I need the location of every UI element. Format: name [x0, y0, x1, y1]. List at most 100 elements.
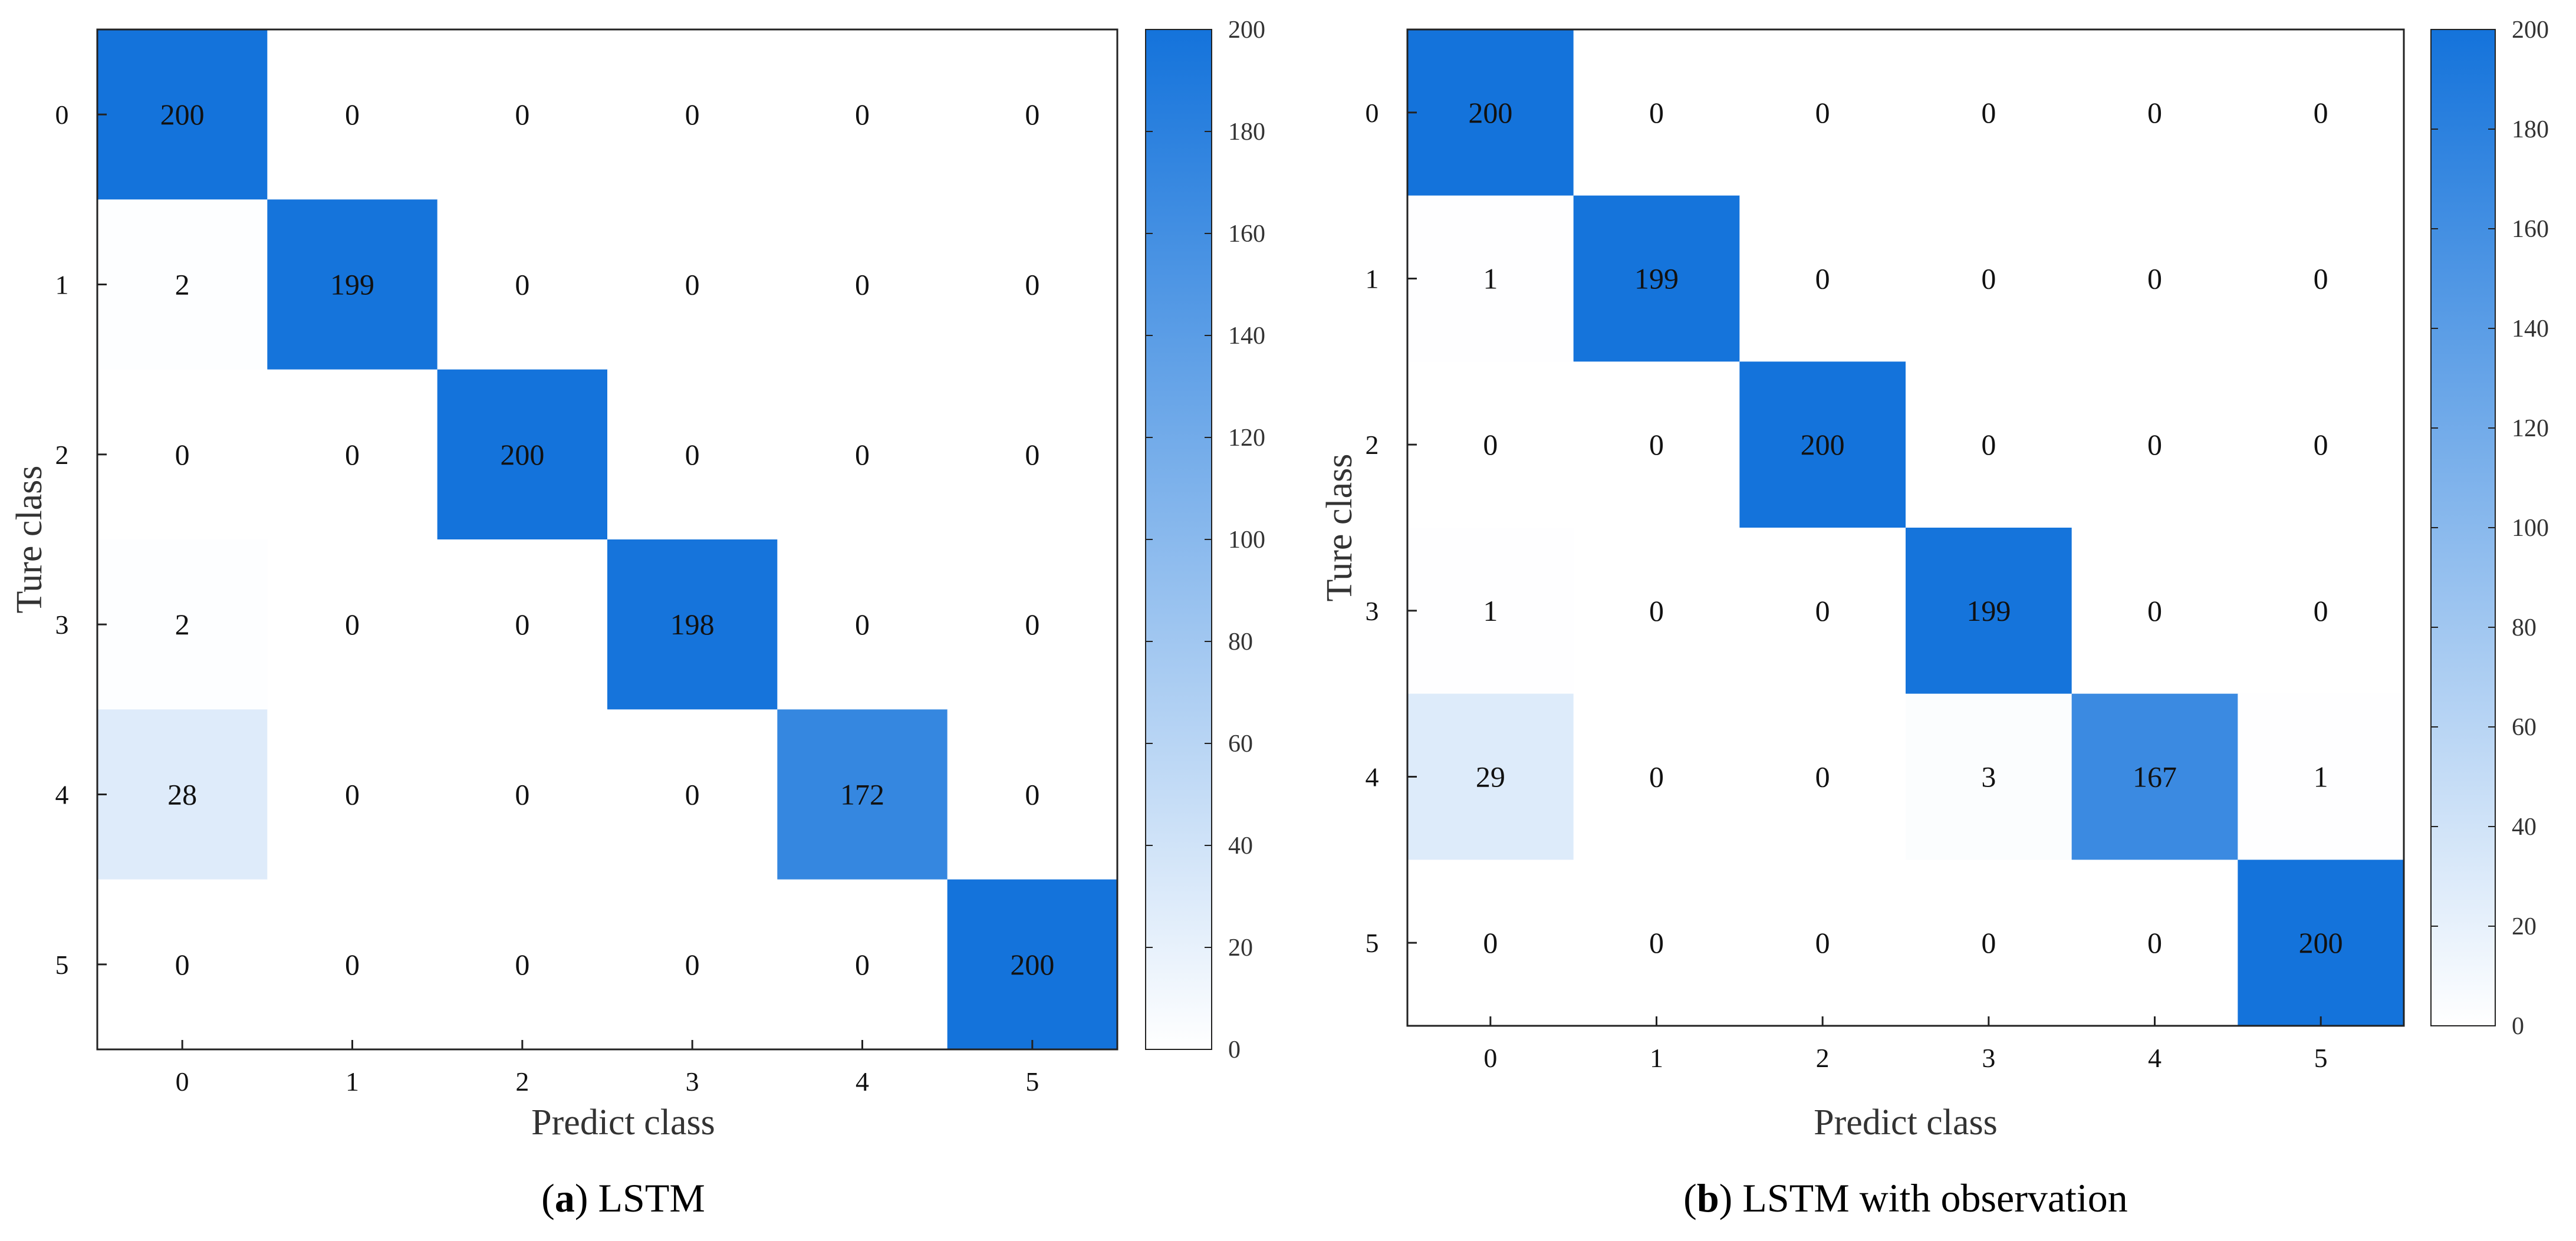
x-tick-label: 5 — [1025, 1066, 1039, 1097]
cell-value-label: 1 — [2314, 761, 2328, 794]
cell-value-label: 0 — [345, 948, 360, 981]
y-tick-label: 1 — [55, 270, 69, 300]
heatmap-cell — [1906, 29, 2072, 196]
cell-value-label: 199 — [1634, 262, 1679, 295]
heatmap-cell — [1739, 361, 1906, 528]
cell-value-label: 0 — [515, 608, 529, 641]
cell-value-label: 2 — [175, 608, 190, 641]
colorbar-tick-label: 200 — [2512, 17, 2549, 44]
plot-frame — [1406, 28, 2405, 1027]
cell-value-label: 0 — [345, 98, 360, 131]
y-tick-label: 3 — [1366, 596, 1379, 626]
heatmap-cell — [1906, 860, 2072, 1026]
cell-value-label: 0 — [1981, 926, 1996, 959]
cell-value-label: 0 — [855, 608, 870, 641]
cell-value-label: 0 — [2147, 96, 2162, 129]
colorbar-tick-label: 80 — [1228, 628, 1253, 656]
heatmap-cell — [947, 29, 1118, 200]
confusion-matrix-panel-a: 200 0 0 0 0 02 199 0 0 0 00 0 200 0 0 02 0 0 198 0 028 0 0 0 172… — [9, 17, 1265, 1220]
heatmap-cell — [607, 709, 778, 880]
cell-value-label: 0 — [2147, 594, 2162, 627]
cell-value-label: 0 — [1815, 926, 1830, 959]
cell-value-label: 167 — [2133, 761, 2177, 794]
cell-value-label: 0 — [515, 268, 529, 301]
heatmap-cell — [437, 199, 608, 370]
x-tick-label: 0 — [1483, 1043, 1497, 1073]
colorbar-tick-label: 160 — [2512, 216, 2549, 243]
heatmap-cell — [267, 709, 438, 880]
heatmap-cell — [1906, 361, 2072, 528]
heatmap-cell — [437, 369, 608, 540]
heatmap-cell — [1573, 195, 1740, 362]
cell-value-label: 200 — [500, 438, 544, 471]
caption-text: ) LSTM — [575, 1176, 705, 1220]
colorbar-tick-label: 40 — [2512, 814, 2536, 841]
caption-text: ) LSTM with observation — [1719, 1176, 2128, 1220]
heatmap-cell — [1739, 29, 1906, 196]
heatmap-cell — [1407, 29, 1574, 196]
heatmap-cell — [1739, 195, 1906, 362]
colorbar-tick-label: 120 — [2512, 415, 2549, 442]
cell-value-label: 0 — [855, 98, 870, 131]
cell-value-label: 0 — [2147, 926, 2162, 959]
x-tick-label: 1 — [346, 1066, 359, 1097]
colorbar-tick-label: 100 — [2512, 515, 2549, 542]
cell-value-label: 0 — [175, 948, 190, 981]
cell-value-label: 0 — [515, 948, 529, 981]
colorbar — [2430, 29, 2496, 1026]
heatmap-cell — [2071, 528, 2238, 694]
heatmap-cell — [607, 199, 778, 370]
x-tick-label: 4 — [2148, 1043, 2162, 1073]
cell-value-label: 0 — [855, 438, 870, 471]
y-tick-label: 1 — [1366, 264, 1379, 294]
heatmap-cell — [2238, 361, 2404, 528]
cell-value-label: 3 — [1981, 761, 1996, 794]
cell-value-label: 172 — [840, 778, 884, 811]
cell-value-label: 0 — [1815, 262, 1830, 295]
cell-value-label: 199 — [330, 268, 374, 301]
heatmap-cell — [97, 709, 268, 880]
cell-value-label: 2 — [175, 268, 190, 301]
colorbar-tick-label: 0 — [1228, 1036, 1241, 1064]
cell-value-label: 199 — [1966, 594, 2011, 627]
y-axis-label: Ture class — [1320, 454, 1360, 602]
colorbar-tick-label: 140 — [2512, 315, 2549, 343]
cell-value-label: 1 — [1483, 262, 1498, 295]
heatmap-cell — [267, 29, 438, 200]
heatmap-cell — [97, 539, 268, 710]
plot-frame — [96, 28, 1118, 1051]
y-tick-label: 4 — [55, 780, 69, 810]
cell-value-label: 0 — [2314, 428, 2328, 461]
heatmap-cell — [1573, 860, 1740, 1026]
heatmap-cell — [1407, 528, 1574, 694]
heatmap-cell — [1906, 195, 2072, 362]
cell-value-label: 0 — [685, 778, 700, 811]
heatmap-cell — [1573, 528, 1740, 694]
y-tick-label: 5 — [55, 950, 69, 980]
heatmap-cell — [607, 879, 778, 1050]
heatmap-cell — [777, 199, 948, 370]
heatmap-cell — [1407, 361, 1574, 528]
confusion-matrix-panel-b: 200 0 0 0 0 01 199 0 0 0 00 0 200 0 0 01 0 0 199 0 029 0 0 3 167… — [1320, 17, 2549, 1220]
heatmap-cell — [1906, 528, 2072, 694]
heatmap-cell — [2238, 195, 2404, 362]
colorbar-tick-label: 120 — [1228, 424, 1265, 452]
heatmap-cell — [777, 539, 948, 710]
y-tick-label: 2 — [55, 440, 69, 470]
cell-value-label: 0 — [1483, 428, 1498, 461]
cell-value-label: 0 — [2314, 262, 2328, 295]
cell-value-label: 0 — [685, 98, 700, 131]
cell-value-label: 0 — [685, 948, 700, 981]
heatmap-cell — [1407, 693, 1574, 860]
colorbar-tick-label: 140 — [1228, 322, 1265, 350]
cell-value-label: 0 — [1981, 428, 1996, 461]
heatmap-cell — [777, 879, 948, 1050]
heatmap-cell — [1739, 693, 1906, 860]
cell-value-label: 0 — [1025, 608, 1039, 641]
x-tick-label: 3 — [686, 1066, 699, 1097]
colorbar-tick-label: 20 — [2512, 913, 2536, 940]
cell-value-label: 1 — [1483, 594, 1498, 627]
cell-value-label: 0 — [2147, 262, 2162, 295]
colorbar-tick-label: 80 — [2512, 614, 2536, 641]
y-axis-label: Ture class — [9, 466, 50, 614]
